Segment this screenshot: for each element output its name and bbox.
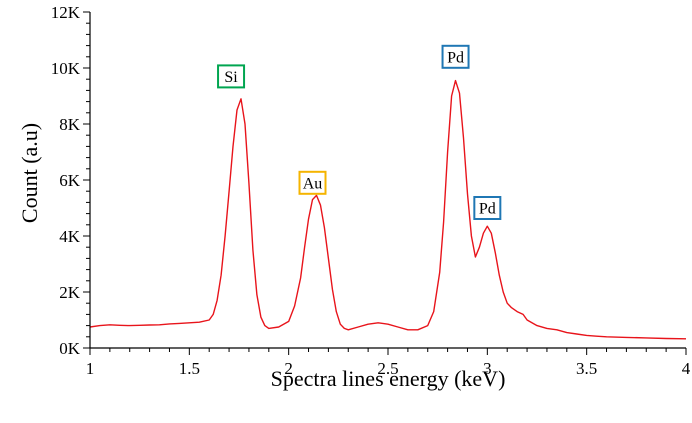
peak-label-text: Pd [479, 201, 496, 218]
x-axis-title: Spectra lines energy (keV) [271, 366, 506, 391]
y-axis-ticks: 0K 2K 4K 6K 8K 10K 12K [51, 3, 90, 358]
peak-label-box [298, 170, 327, 195]
y-axis-title: Count (a.u) [17, 123, 42, 223]
y-tick-label: 2K [59, 283, 81, 302]
x-tick-label: 3.5 [576, 359, 597, 378]
x-tick-label: 2.5 [377, 359, 398, 378]
y-tick-label: 12K [51, 3, 81, 22]
peak-label: Si [217, 64, 246, 89]
peak-label-text: Au [303, 175, 323, 192]
peak-label-text: Si [224, 69, 238, 86]
peak-label-box [217, 64, 246, 89]
peak-label-box [473, 196, 502, 220]
y-tick-label: 10K [51, 59, 81, 78]
peak-label: Pd [441, 44, 470, 69]
x-tick-label: 3 [483, 359, 492, 378]
peak-annotations: Si Au Pd Pd [217, 44, 502, 220]
x-tick-label: 4 [682, 359, 691, 378]
x-tick-label: 1.5 [179, 359, 200, 378]
series-layer [89, 79, 687, 340]
y-tick-label: 4K [59, 227, 81, 246]
x-axis-ticks: 1 1.5 2 2.5 3 3.5 4 [86, 348, 691, 378]
y-tick-label: 6K [59, 171, 81, 190]
spectrum-line [89, 79, 687, 340]
peak-label-box [441, 44, 470, 69]
peak-label: Pd [473, 196, 502, 220]
peak-label-text: Pd [447, 49, 464, 66]
x-tick-label: 1 [86, 359, 95, 378]
peak-label: Au [298, 170, 327, 195]
y-tick-label: 0K [59, 339, 81, 358]
y-tick-label: 8K [59, 115, 81, 134]
x-tick-label: 2 [284, 359, 293, 378]
